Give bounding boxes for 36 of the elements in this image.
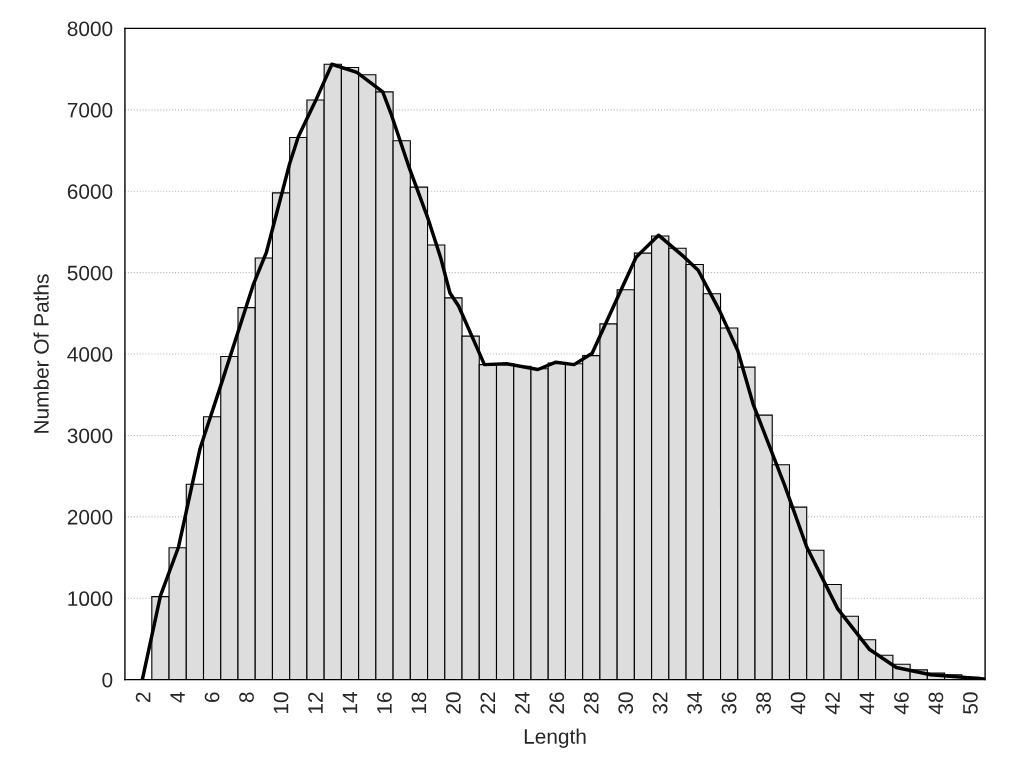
x-tick-label: 20 xyxy=(445,692,461,714)
y-tick-label: 6000 xyxy=(67,184,113,199)
y-tick-label: 7000 xyxy=(67,102,113,118)
x-tick-label: 28 xyxy=(583,692,599,714)
y-tick-label: 4000 xyxy=(67,347,113,362)
x-tick-label: 6 xyxy=(204,692,220,703)
x-tick-label: 38 xyxy=(756,692,771,714)
y-axis-title: Number Of Paths xyxy=(33,274,49,433)
x-tick-label: 8 xyxy=(239,692,254,703)
x-tick-label: 46 xyxy=(894,692,909,715)
x-tick-label: 16 xyxy=(377,692,392,714)
y-tick-label: 2000 xyxy=(67,509,113,525)
x-tick-label: 36 xyxy=(721,692,737,714)
x-tick-label: 10 xyxy=(273,692,289,714)
x-tick-label: 32 xyxy=(652,692,668,714)
x-tick-label: 34 xyxy=(687,692,703,714)
x-tick-label: 50 xyxy=(963,692,978,714)
y-tick-label: 5000 xyxy=(67,265,113,281)
x-tick-label: 12 xyxy=(308,692,323,714)
x-tick-label: 14 xyxy=(342,692,358,714)
x-tick-label: 44 xyxy=(859,692,875,715)
x-tick-label: 22 xyxy=(480,692,495,714)
x-tick-label: 26 xyxy=(549,692,565,714)
x-tick-label: 4 xyxy=(170,692,185,703)
y-tick-label: 3000 xyxy=(67,428,113,444)
x-tick-label: 42 xyxy=(825,692,840,715)
y-tick-label: 8000 xyxy=(67,21,113,37)
x-tick-label: 40 xyxy=(790,692,806,715)
x-tick-label: 24 xyxy=(514,692,530,714)
y-tick-label: 0 xyxy=(102,672,113,688)
x-tick-label: 30 xyxy=(618,692,634,714)
x-tick-label: 18 xyxy=(411,692,427,714)
y-tick-label: 1000 xyxy=(68,591,113,607)
x-tick-label: 2 xyxy=(135,692,151,703)
x-tick-label: 48 xyxy=(928,692,944,715)
x-axis-title: Length xyxy=(524,728,586,748)
